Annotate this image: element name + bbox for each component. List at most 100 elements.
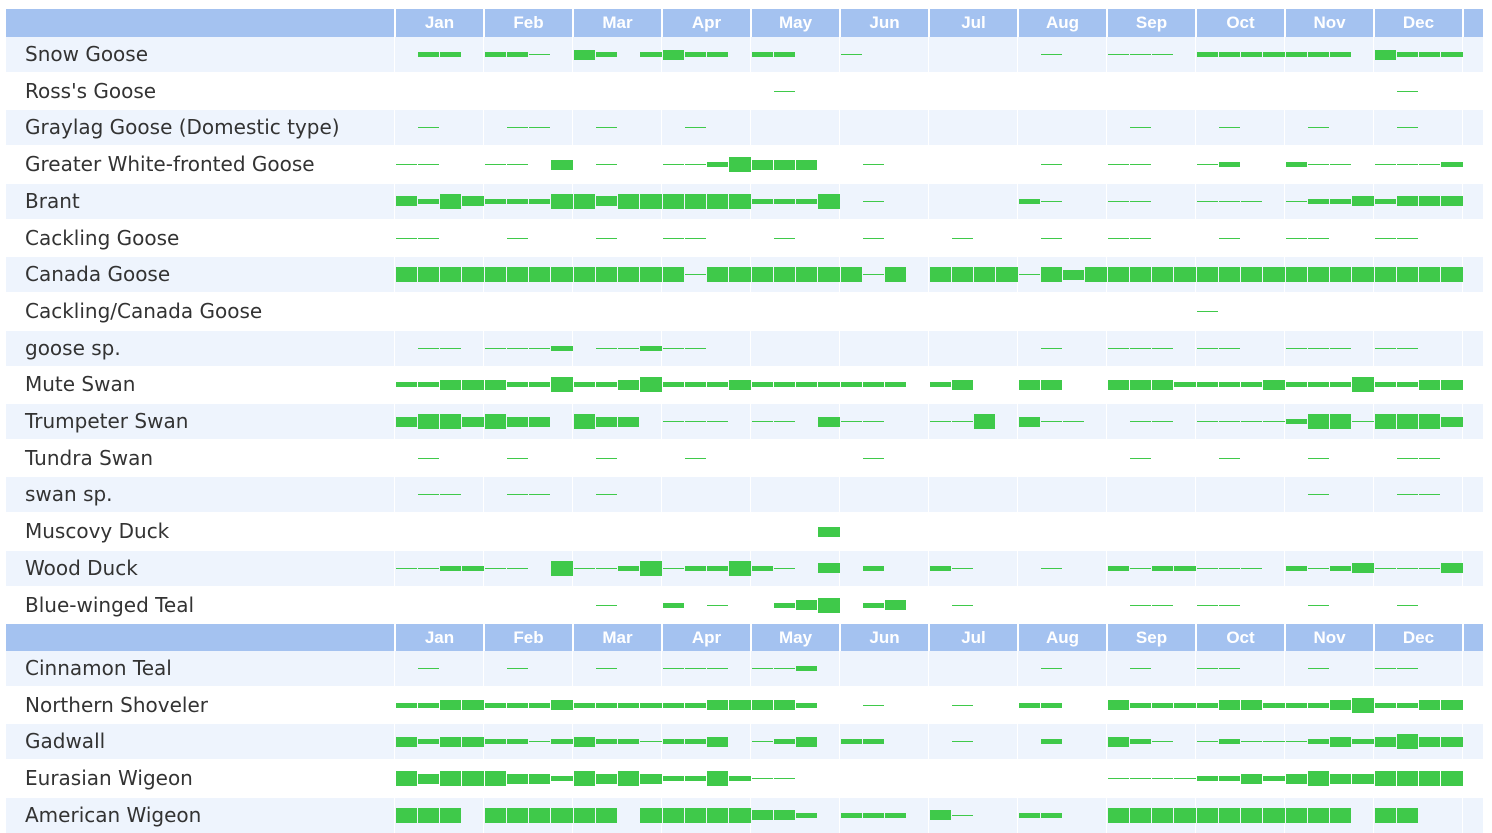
abundance-bar-week-1 [395,771,417,787]
month-grid-separator [394,293,395,329]
abundance-bar-week-6 [506,382,528,388]
month-separator [1017,9,1019,37]
abundance-bar-week-38 [1218,52,1240,57]
abundance-bar-week-47 [1419,771,1441,787]
abundance-bar-week-41 [1285,200,1307,202]
abundance-bar-week-48 [1441,196,1463,207]
month-label-sep: Sep [1135,13,1168,32]
abundance-bar-week-33 [1107,237,1129,239]
abundance-bar-week-47 [1419,736,1441,747]
abundance-bar-week-3 [440,494,462,496]
abundance-bar-week-46 [1396,347,1418,349]
month-separator [839,624,841,652]
abundance-bar-week-15 [707,421,729,422]
abundance-bar-week-14 [684,807,706,823]
month-grid-separator [928,183,929,219]
month-grid-separator [1195,147,1196,183]
month-grid-separator [661,37,662,72]
month-label-aug: Aug [1045,628,1080,647]
abundance-bar-week-15 [707,604,729,606]
abundance-bar-week-33 [1107,267,1129,283]
abundance-bar-week-8 [551,159,573,170]
month-grid-separator [1284,550,1285,586]
month-grid-separator [1462,724,1463,760]
month-grid-separator [1284,220,1285,256]
month-grid-separator [1284,293,1285,329]
abundance-bar-week-9 [573,771,595,787]
species-name: Brant [25,188,80,213]
month-grid-separator [1284,147,1285,183]
month-grid-separator [394,550,395,586]
species-row: Blue-winged Teal [6,587,1483,623]
abundance-bar-week-12 [640,377,662,393]
abundance-bar-week-30 [1040,379,1062,390]
month-label-sep: Sep [1135,628,1168,647]
abundance-bar-week-16 [729,776,751,782]
abundance-bar-week-40 [1263,741,1285,743]
month-grid-separator [1373,797,1374,833]
abundance-bar-week-11 [618,416,640,427]
abundance-bar-week-10 [595,773,617,784]
abundance-bar-week-37 [1196,382,1218,388]
abundance-bar-week-16 [729,379,751,390]
month-label-feb: Feb [513,628,544,647]
abundance-bar-week-9 [573,267,595,283]
abundance-bar-week-45 [1374,736,1396,747]
abundance-bar-week-29 [1018,416,1040,427]
abundance-bar-week-15 [707,771,729,787]
abundance-bar-week-12 [640,741,662,743]
month-grid-separator [1373,404,1374,439]
abundance-bar-week-14 [684,347,706,349]
month-grid-separator [394,220,395,256]
abundance-bar-week-8 [551,807,573,823]
abundance-bar-week-45 [1374,198,1396,204]
month-separator [1373,9,1375,37]
abundance-bar-week-10 [595,807,617,823]
month-grid-separator [1106,220,1107,256]
abundance-bar-week-17 [751,810,773,821]
month-grid-separator [1195,440,1196,476]
abundance-bar-week-46 [1396,196,1418,207]
abundance-bar-week-16 [729,560,751,576]
month-separator [483,624,485,652]
abundance-bar-week-1 [395,567,417,569]
abundance-bar-week-14 [684,457,706,459]
abundance-bar-week-42 [1307,127,1329,129]
month-grid-separator [483,724,484,760]
abundance-bar-week-37 [1196,776,1218,782]
month-grid-separator [1106,761,1107,797]
abundance-bar-week-14 [684,421,706,422]
species-row: Canada Goose [6,257,1483,293]
abundance-bar-week-2 [417,127,439,129]
abundance-bar-week-33 [1107,54,1129,55]
abundance-bar-week-34 [1129,200,1151,202]
abundance-bar-week-18 [773,739,795,745]
month-grid-separator [1284,440,1285,476]
abundance-bar-week-9 [573,736,595,747]
abundance-bar-week-18 [773,159,795,170]
abundance-bar-week-18 [773,602,795,608]
abundance-bar-week-38 [1218,700,1240,711]
month-grid-separator [1462,687,1463,723]
abundance-bar-week-6 [506,457,528,459]
month-grid-separator [1373,367,1374,403]
abundance-bar-week-38 [1218,382,1240,388]
month-grid-separator [483,477,484,513]
month-grid-separator [661,724,662,760]
month-label-dec: Dec [1402,628,1435,647]
abundance-bar-week-6 [506,347,528,349]
month-grid-separator [1462,797,1463,833]
abundance-bar-week-39 [1241,567,1263,569]
abundance-bar-week-5 [484,739,506,745]
abundance-bar-week-46 [1396,267,1418,283]
abundance-bar-week-13 [662,237,684,239]
month-grid-separator [839,293,840,329]
month-grid-separator [1373,147,1374,183]
abundance-bar-week-11 [618,347,640,349]
month-grid-separator [839,651,840,686]
species-row: Cinnamon Teal [6,651,1483,686]
abundance-bar-week-10 [595,494,617,496]
month-grid-separator [839,724,840,760]
month-grid-separator [1106,293,1107,329]
abundance-bar-week-30 [1040,54,1062,55]
